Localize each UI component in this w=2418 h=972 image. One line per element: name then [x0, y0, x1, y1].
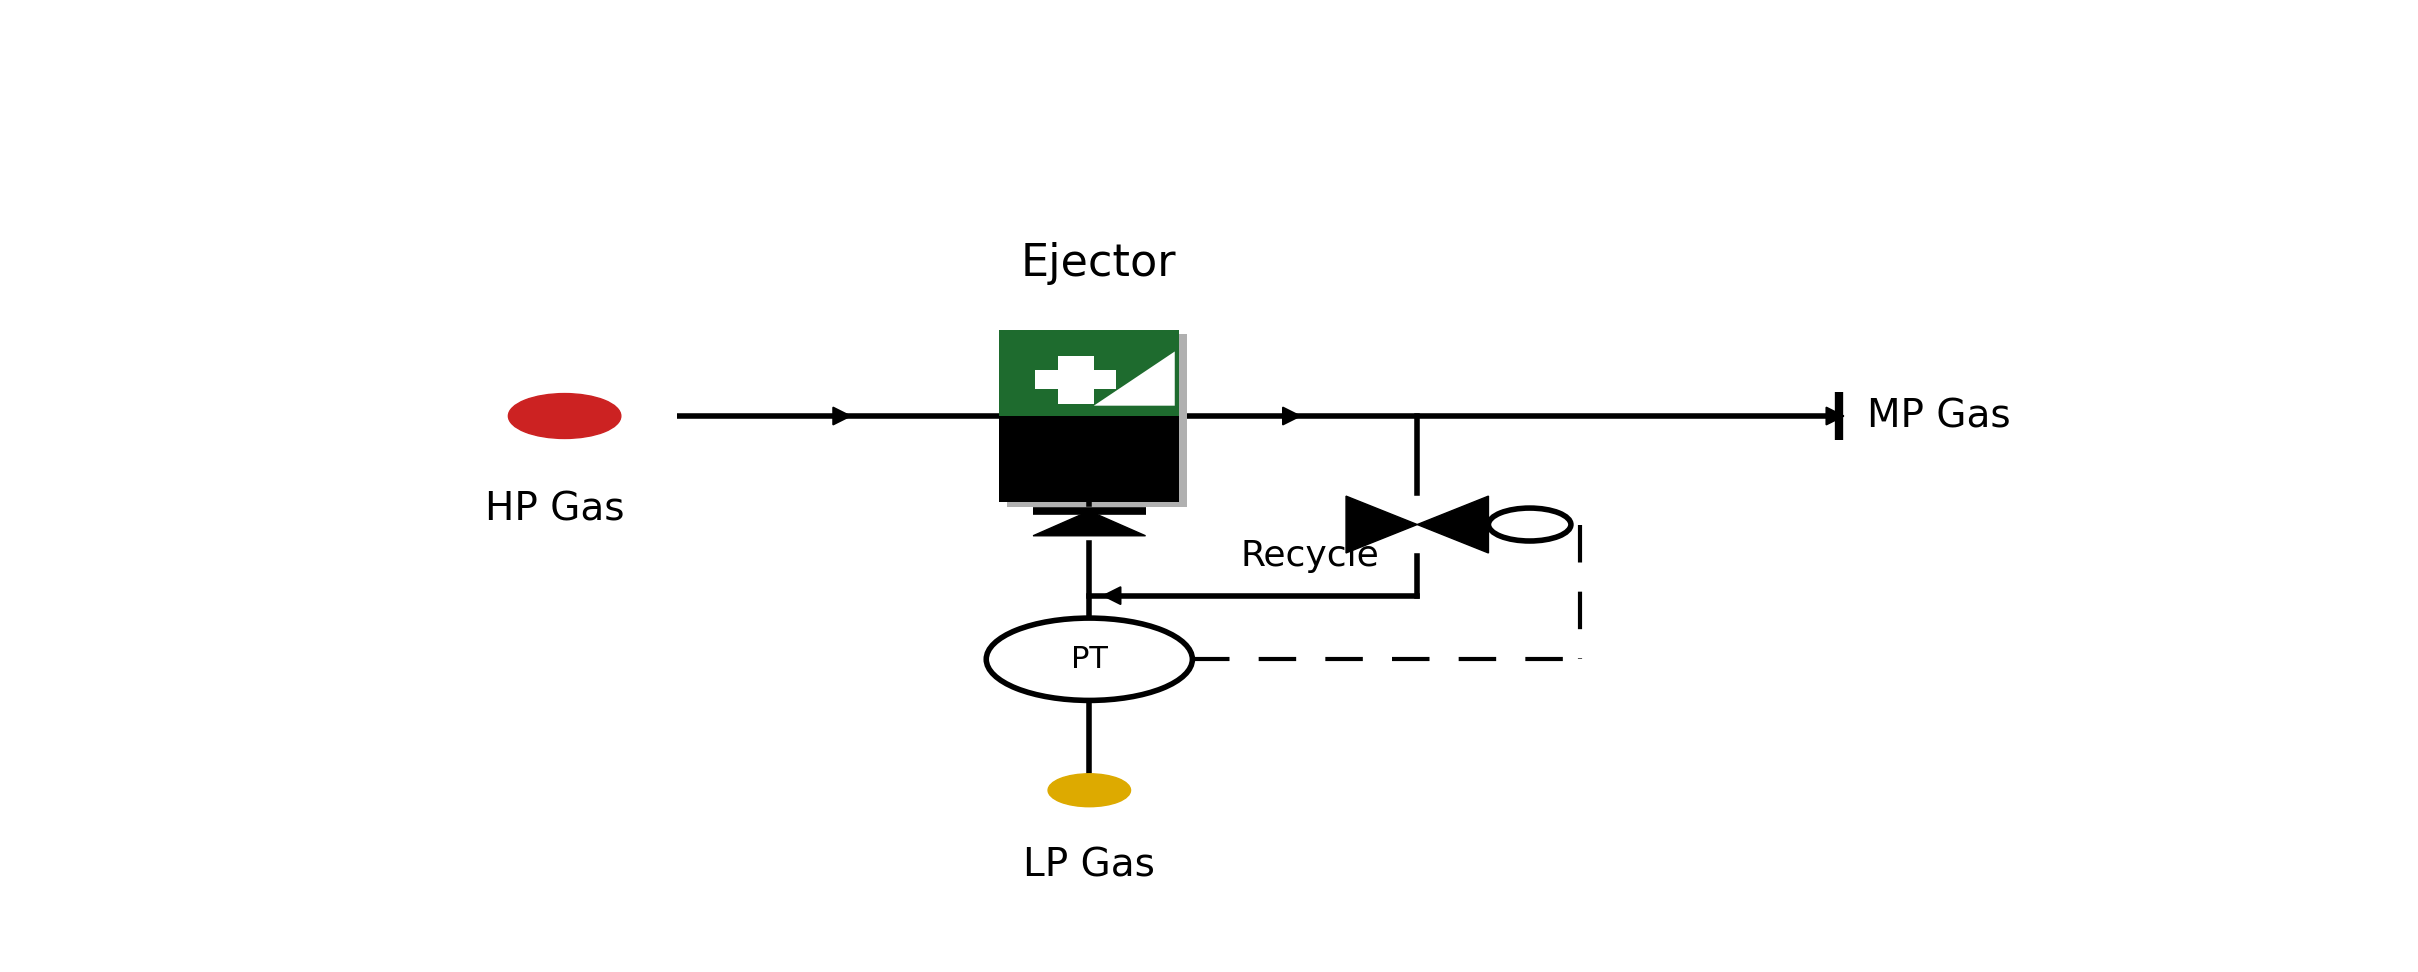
Polygon shape — [1093, 352, 1175, 405]
Polygon shape — [1417, 496, 1489, 553]
Text: LP Gas: LP Gas — [1023, 847, 1156, 885]
Text: HP Gas: HP Gas — [486, 491, 624, 529]
Polygon shape — [1347, 496, 1417, 553]
Bar — [1006, 334, 1187, 506]
Text: Ejector: Ejector — [1020, 242, 1178, 285]
Circle shape — [987, 618, 1192, 701]
Bar — [1035, 370, 1117, 390]
Circle shape — [1489, 508, 1572, 541]
Text: MP Gas: MP Gas — [1867, 397, 2012, 435]
Polygon shape — [1032, 511, 1146, 536]
Bar — [999, 416, 1180, 503]
Circle shape — [1047, 774, 1132, 807]
Bar — [1057, 356, 1093, 404]
Text: Recycle: Recycle — [1240, 539, 1378, 573]
Circle shape — [508, 394, 621, 438]
Text: PT: PT — [1071, 644, 1107, 674]
Bar — [999, 330, 1180, 416]
